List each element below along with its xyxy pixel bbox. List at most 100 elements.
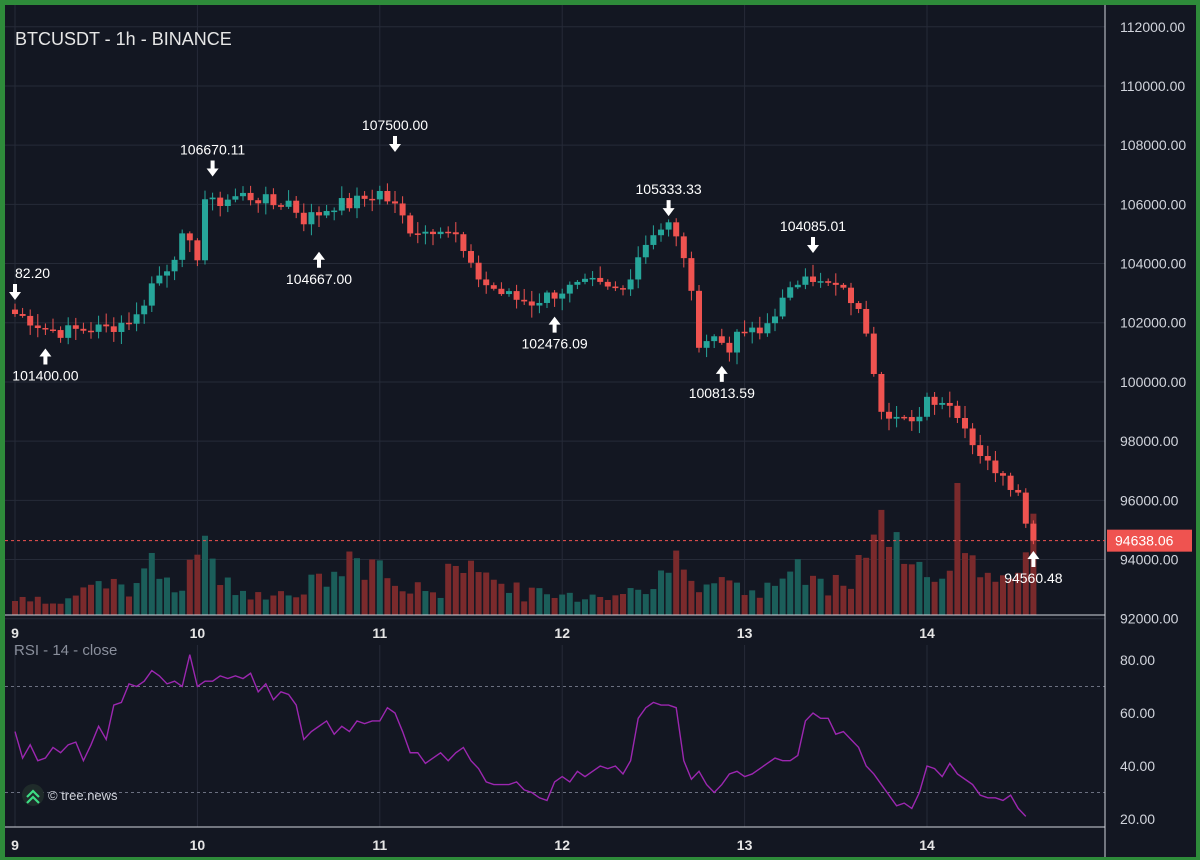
candle[interactable]	[34, 325, 41, 329]
candle[interactable]	[194, 240, 201, 261]
candle[interactable]	[331, 210, 338, 213]
candle[interactable]	[810, 276, 816, 282]
candle[interactable]	[893, 416, 900, 419]
candle[interactable]	[855, 303, 862, 309]
candle[interactable]	[802, 276, 809, 285]
candle[interactable]	[620, 288, 626, 290]
candle[interactable]	[57, 330, 64, 338]
candle[interactable]	[110, 326, 117, 332]
candle[interactable]	[224, 199, 231, 206]
candle[interactable]	[840, 284, 847, 288]
candle[interactable]	[551, 292, 558, 299]
candle[interactable]	[475, 262, 482, 280]
candle[interactable]	[635, 257, 642, 280]
candle[interactable]	[794, 284, 801, 288]
candle[interactable]	[1015, 489, 1022, 493]
candle[interactable]	[779, 297, 786, 317]
candle[interactable]	[863, 308, 870, 334]
candle[interactable]	[878, 373, 885, 412]
candle[interactable]	[12, 309, 18, 315]
candle[interactable]	[65, 325, 72, 338]
candle[interactable]	[574, 281, 581, 285]
candle[interactable]	[665, 222, 672, 230]
candle[interactable]	[650, 235, 657, 245]
candle[interactable]	[95, 324, 102, 332]
candle[interactable]	[756, 327, 763, 334]
candle[interactable]	[673, 222, 680, 237]
candle[interactable]	[582, 278, 588, 282]
candle[interactable]	[680, 236, 687, 259]
candle[interactable]	[916, 416, 923, 422]
candle[interactable]	[133, 314, 140, 324]
candle[interactable]	[346, 198, 353, 209]
candle[interactable]	[255, 200, 262, 204]
candle[interactable]	[430, 231, 436, 235]
candle[interactable]	[156, 275, 163, 284]
candle[interactable]	[1030, 523, 1037, 541]
candle[interactable]	[300, 212, 307, 225]
candle[interactable]	[262, 194, 269, 204]
candle[interactable]	[186, 233, 193, 241]
candle[interactable]	[954, 405, 961, 418]
candle[interactable]	[293, 200, 300, 213]
candle[interactable]	[772, 316, 778, 324]
candle[interactable]	[711, 336, 718, 342]
candle[interactable]	[1007, 475, 1014, 490]
candle[interactable]	[490, 285, 497, 289]
candle[interactable]	[787, 287, 794, 298]
candle[interactable]	[354, 195, 360, 209]
candle[interactable]	[741, 331, 748, 334]
candle[interactable]	[384, 190, 391, 202]
candle[interactable]	[536, 302, 543, 306]
candle[interactable]	[939, 402, 946, 405]
candle[interactable]	[217, 197, 224, 206]
candle[interactable]	[627, 279, 634, 290]
candle[interactable]	[506, 291, 512, 295]
candle[interactable]	[886, 411, 892, 419]
candle[interactable]	[126, 322, 132, 325]
candle[interactable]	[316, 212, 322, 216]
candle[interactable]	[696, 290, 702, 348]
candle[interactable]	[148, 283, 155, 306]
candle[interactable]	[361, 195, 368, 199]
candle[interactable]	[1000, 473, 1006, 476]
candle[interactable]	[703, 341, 710, 348]
candle[interactable]	[528, 301, 535, 306]
candle[interactable]	[566, 284, 573, 294]
candle[interactable]	[764, 323, 771, 334]
candle[interactable]	[597, 277, 604, 282]
candle[interactable]	[141, 305, 148, 315]
candle[interactable]	[338, 198, 345, 211]
candle[interactable]	[50, 329, 56, 332]
candle[interactable]	[513, 291, 520, 300]
candle[interactable]	[247, 192, 254, 201]
candle[interactable]	[870, 333, 877, 374]
candle[interactable]	[103, 324, 110, 327]
candle[interactable]	[392, 201, 398, 204]
candle[interactable]	[726, 342, 733, 353]
candle[interactable]	[969, 428, 976, 446]
candle[interactable]	[42, 328, 49, 330]
candle[interactable]	[164, 271, 170, 276]
candle[interactable]	[848, 287, 854, 304]
candle[interactable]	[270, 194, 277, 206]
candle[interactable]	[422, 231, 429, 234]
candle[interactable]	[445, 231, 452, 234]
candle[interactable]	[468, 251, 474, 263]
candle[interactable]	[27, 315, 34, 326]
candle[interactable]	[407, 215, 414, 234]
candle[interactable]	[171, 259, 178, 272]
candle[interactable]	[483, 279, 490, 286]
candle[interactable]	[376, 190, 383, 200]
candle[interactable]	[977, 445, 984, 457]
candle[interactable]	[414, 233, 421, 235]
candle[interactable]	[825, 281, 832, 283]
candle[interactable]	[589, 277, 596, 280]
candle[interactable]	[946, 402, 953, 406]
candle[interactable]	[498, 288, 505, 295]
candle[interactable]	[544, 292, 550, 303]
candle[interactable]	[285, 200, 292, 207]
candle[interactable]	[232, 196, 239, 200]
candles[interactable]	[12, 183, 1037, 545]
candle[interactable]	[962, 417, 968, 429]
